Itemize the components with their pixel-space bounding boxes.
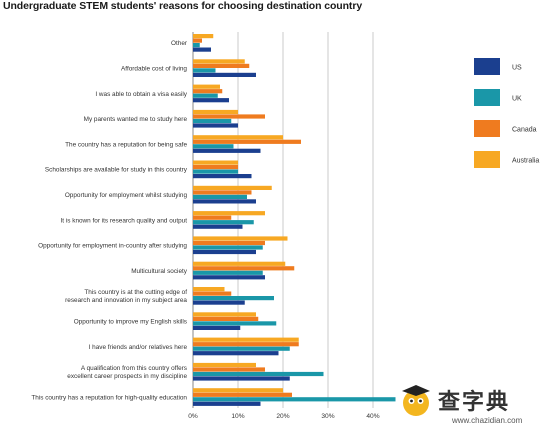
bar-canada [193,165,238,170]
bar-us [193,376,290,381]
bar-canada [193,367,265,372]
legend-label-australia: Australia [512,158,539,165]
category-label: research and innovation in my subject ar… [65,297,187,304]
bar-australia [193,337,299,342]
category-label: Opportunity for employment in-country af… [38,243,187,250]
bar-australia [193,388,283,393]
bar-us [193,199,256,204]
bar-australia [193,236,288,241]
bar-australia [193,84,220,89]
watermark-url: www.chazidian.com [451,416,523,425]
bar-australia [193,261,286,266]
bar-us [193,72,256,77]
bar-canada [193,190,252,195]
bar-australia [193,287,225,292]
category-label: Scholarships are available for study in … [45,167,188,174]
legend-label-uk: UK [512,96,522,103]
category-label: Multicultural society [131,268,188,275]
legend-swatch-australia [474,151,500,168]
bar-us [193,401,261,406]
bar-canada [193,316,259,321]
bar-canada [193,342,299,347]
bar-us [193,123,238,128]
category-label: I was able to obtain a visa easily [95,91,187,98]
category-label: Opportunity for employment whilst studyi… [65,192,188,199]
x-tick-label: 30% [321,413,334,420]
bar-uk [193,397,396,402]
bar-australia [193,59,245,64]
category-label: A qualification from this country offers [81,365,187,372]
bar-canada [193,139,301,144]
bar-uk [193,371,324,377]
legend-label-us: US [512,65,522,72]
bar-australia [193,312,256,317]
chart-title: Undergraduate STEM students' reasons for… [3,0,363,12]
bar-canada [193,392,292,397]
category-label: I have friends and/or relatives here [89,344,188,351]
bar-canada [193,240,265,246]
bar-uk [193,346,290,351]
legend-label-canada: Canada [512,127,537,134]
bar-uk [193,220,254,225]
bar-canada [193,114,265,119]
bar-us [193,351,279,356]
bar-uk [193,321,277,326]
category-label: excellent career prospects in my discipl… [67,373,187,380]
bar-us [193,325,241,330]
bar-uk [193,270,263,275]
category-label: This country is at the cutting edge of [84,289,187,296]
bar-uk [193,245,263,250]
bar-australia [193,160,238,165]
bar-uk [193,296,274,301]
bar-canada [193,266,295,271]
watermark-logo: 查字典 www.chazidian.com [402,385,523,425]
bar-canada [193,63,250,68]
bar-us [193,275,265,280]
bar-australia [193,362,256,368]
category-label: This country has a reputation for high-q… [31,394,187,401]
bar-australia [193,211,265,216]
category-label: Opportunity to improve my English skills [74,319,187,326]
x-tick-label: 10% [231,413,244,420]
bar-uk [193,169,238,174]
bar-uk [193,118,232,124]
category-label: My parents wanted me to study here [84,116,188,123]
bar-uk [193,68,216,73]
bar-us [193,249,256,255]
bar-uk [193,144,234,149]
bar-australia [193,135,283,140]
bar-us [193,300,245,305]
category-label: Affordable cost of living [121,66,187,73]
bar-us [193,224,243,229]
bar-australia [193,185,272,190]
bar-australia [193,109,238,115]
bar-canada [193,291,232,296]
bar-uk [193,93,218,98]
watermark-text: 查字典 [438,389,510,415]
bar-uk [193,194,247,199]
category-label: The country has a reputation for being s… [65,141,187,148]
bar-uk [193,43,200,48]
bar-us [193,174,252,179]
x-tick-label: 0% [188,413,198,420]
legend-swatch-canada [474,120,500,137]
bar-canada [193,38,202,43]
x-tick-label: 20% [276,413,289,420]
bar-us [193,47,211,52]
legend-swatch-uk [474,89,500,106]
bar-australia [193,34,214,39]
bar-canada [193,215,232,220]
mascot-icon [403,390,429,416]
x-tick-label: 40% [366,413,379,420]
category-label: It is known for its research quality and… [61,217,188,224]
category-label: Other [171,40,188,47]
legend-swatch-us [474,58,500,75]
bar-us [193,98,229,103]
bar-canada [193,89,223,94]
bar-us [193,148,261,153]
